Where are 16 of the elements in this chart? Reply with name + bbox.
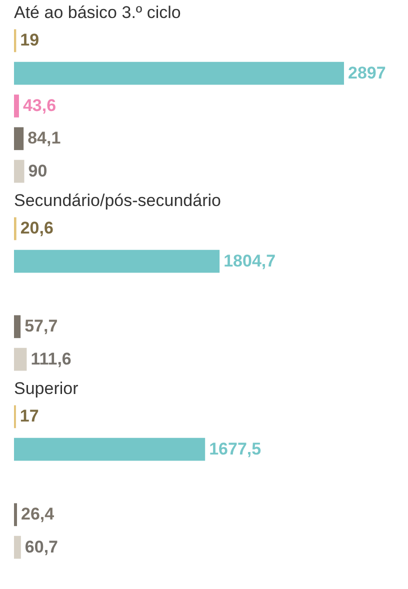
data-label: 17	[20, 406, 39, 426]
data-label: 111,6	[30, 349, 72, 368]
data-label: 1677,5	[209, 439, 262, 458]
y-tick-label: Secundário/pós-secundário	[14, 191, 221, 210]
data-label: 84,1	[28, 128, 61, 148]
data-label: 26,4	[21, 504, 55, 524]
data-label: 57,7	[24, 316, 58, 336]
data-label: 43,6	[22, 96, 56, 115]
data-label: 19	[20, 30, 40, 50]
y-tick-label: Até ao básico 3.º ciclo	[14, 3, 181, 22]
y-tick-label: Superior	[14, 379, 79, 398]
data-label: 2897	[348, 63, 386, 82]
data-label: 90	[28, 161, 48, 180]
data-label: 60,7	[24, 537, 58, 556]
data-label: 20,6	[20, 218, 54, 238]
data-label: 1804,7	[224, 251, 276, 270]
